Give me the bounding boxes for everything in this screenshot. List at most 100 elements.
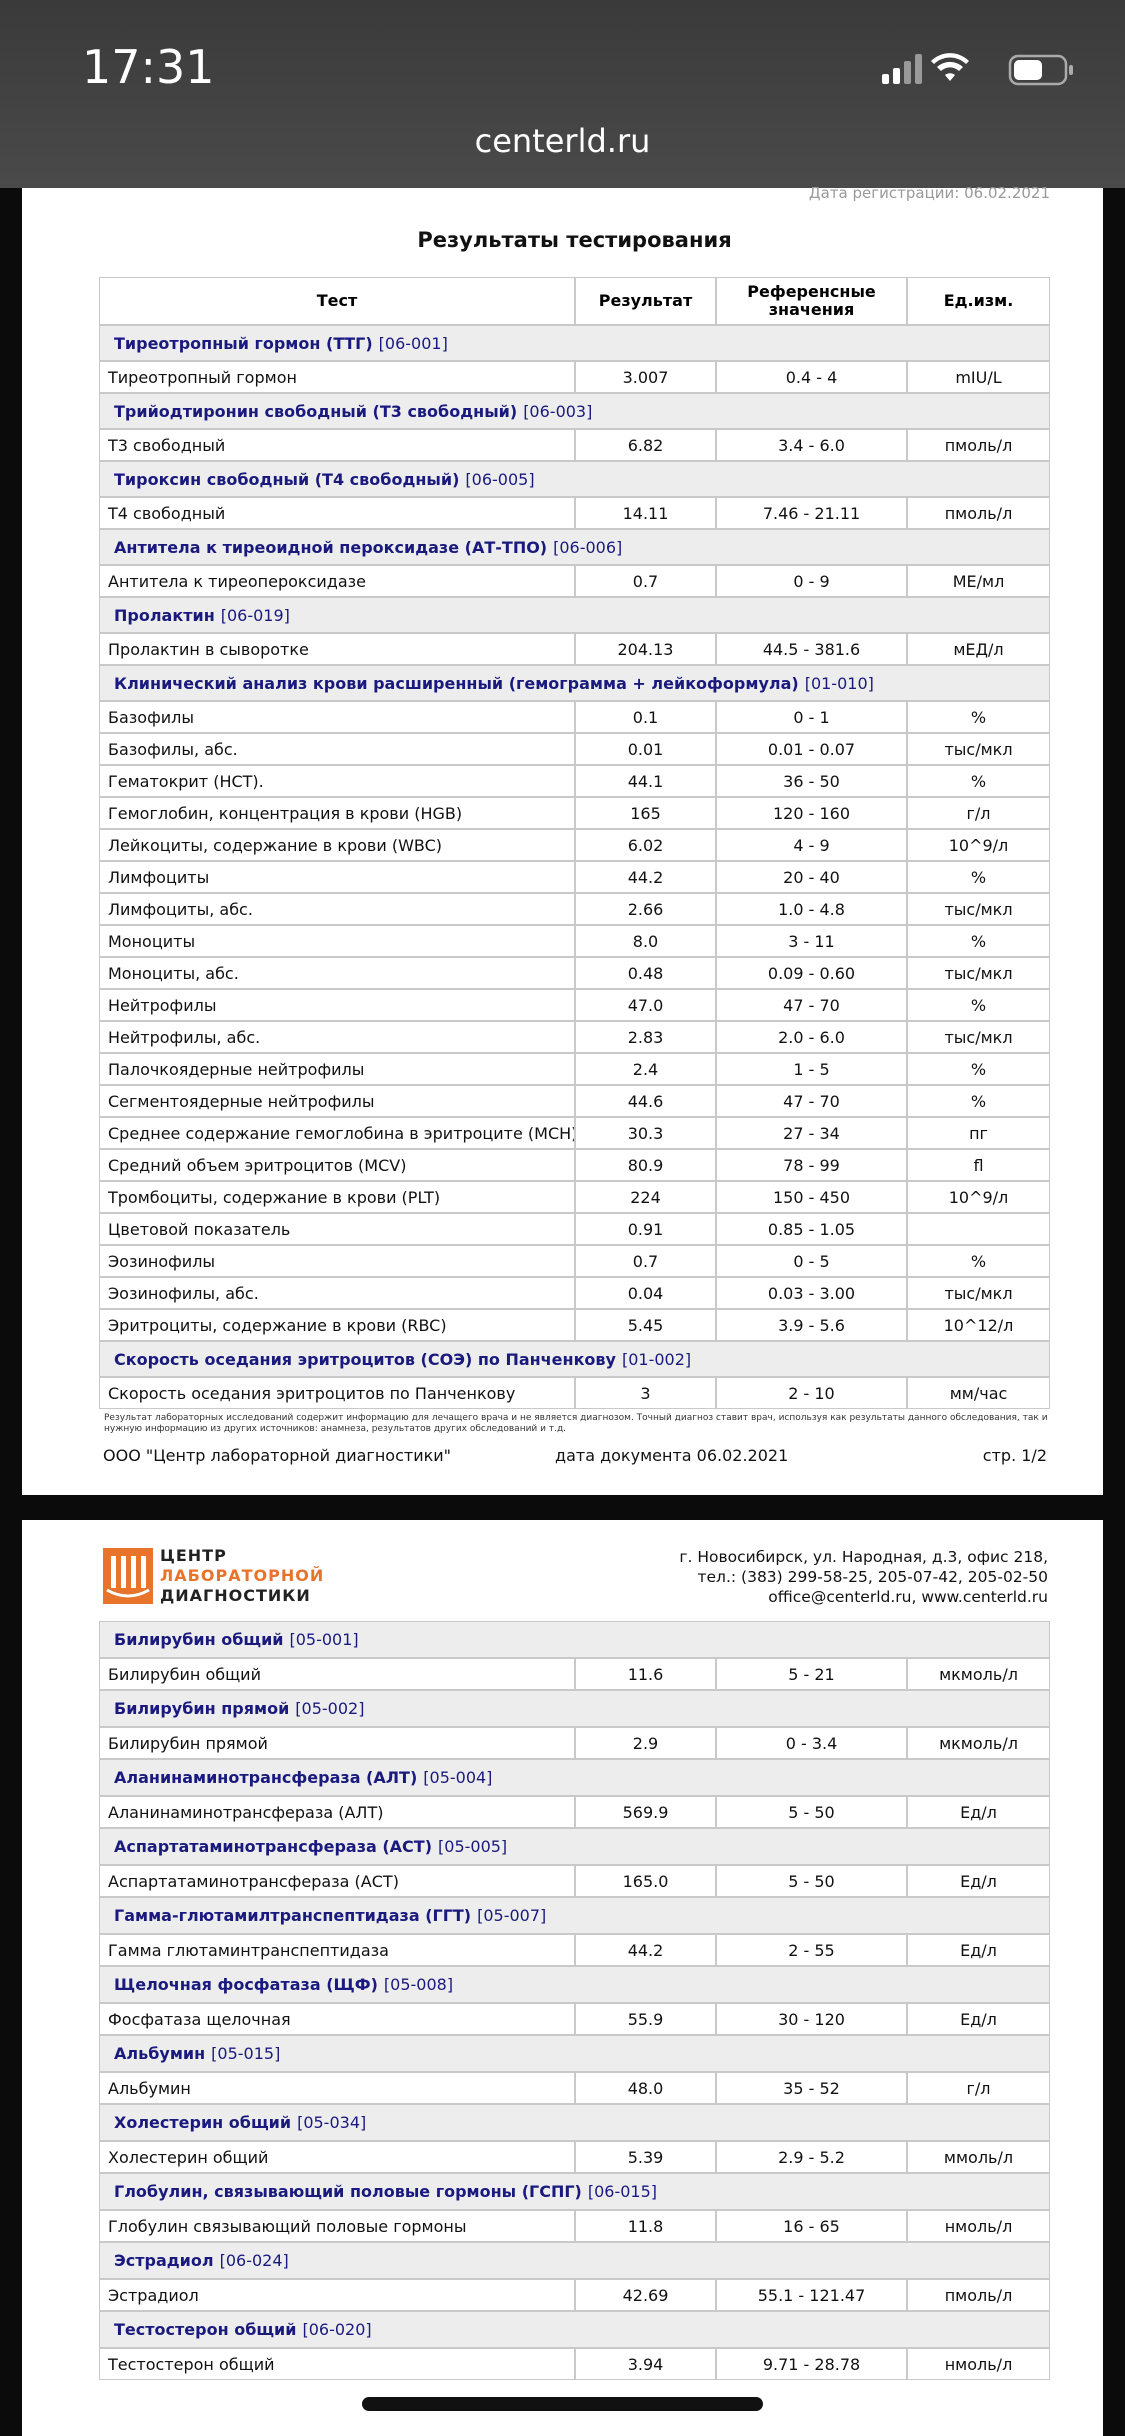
unit: Ед/л [907, 2003, 1050, 2035]
group-name: Антитела к тиреоидной пероксидазе (АТ-ТП… [114, 537, 548, 557]
status-time: 17:31 [82, 40, 215, 94]
result: 2.66 [575, 893, 716, 925]
result: 0.48 [575, 957, 716, 989]
reference: 2.9 - 5.2 [716, 2141, 907, 2173]
group-code: [05-002] [295, 1699, 365, 1718]
unit: тыс/мкл [907, 893, 1050, 925]
unit: Ед/л [907, 1934, 1050, 1966]
group-code: [06-020] [302, 2320, 372, 2339]
logo-line: ДИАГНОСТИКИ [160, 1586, 311, 1605]
test-name: Альбумин [99, 2072, 575, 2104]
group-name: Аланинаминотрансфераза (АЛТ) [114, 1768, 418, 1787]
group-header: Пролактин [06-019] [99, 597, 1050, 633]
result: 2.4 [575, 1053, 716, 1085]
test-name: Гематокрит (HCT). [99, 765, 575, 797]
result: 0.7 [575, 1245, 716, 1277]
group-name: Гамма-глютамилтранспептидаза (ГГТ) [114, 1906, 472, 1925]
group-header: Тестостерон общий [06-020] [99, 2311, 1050, 2348]
test-name: Сегментоядерные нейтрофилы [99, 1085, 575, 1117]
result: 55.9 [575, 2003, 716, 2035]
test-name: Пролактин в сыворотке [99, 633, 575, 665]
unit: % [907, 989, 1050, 1021]
address-line: г. Новосибирск, ул. Народная, д.3, офис … [679, 1548, 1048, 1566]
group-code: [05-008] [383, 1975, 454, 1994]
test-name: Билирубин прямой [99, 1727, 575, 1759]
reference: 35 - 52 [716, 2072, 907, 2104]
group-name: Глобулин, связывающий половые гормоны (Г… [114, 2182, 582, 2201]
unit: 10^9/л [907, 1181, 1050, 1213]
unit: Ед/л [907, 1865, 1050, 1897]
reference: 78 - 99 [716, 1149, 907, 1181]
result: 42.69 [575, 2279, 716, 2311]
result: 3.007 [575, 361, 716, 393]
footer-date: дата документа 06.02.2021 [555, 1446, 789, 1465]
unit: тыс/мкл [907, 733, 1050, 765]
url[interactable]: centerld.ru [474, 122, 651, 160]
result: 44.2 [575, 1934, 716, 1966]
group-name: Эстрадиол [114, 2251, 214, 2270]
test-name: Скорость оседания эритроцитов по Панченк… [99, 1377, 575, 1409]
unit: % [907, 1053, 1050, 1085]
result: 11.8 [575, 2210, 716, 2242]
test-name: Базофилы, абс. [99, 733, 575, 765]
reference: 3.9 - 5.6 [716, 1309, 907, 1341]
test-name: Средний объем эритроцитов (MCV) [99, 1149, 575, 1181]
title: Результаты тестирования [417, 228, 732, 252]
test-name: Билирубин общий [99, 1658, 575, 1690]
unit: г/л [907, 2072, 1050, 2104]
unit: пг [907, 1117, 1050, 1149]
reference: 47 - 70 [716, 989, 907, 1021]
unit: % [907, 765, 1050, 797]
group-name: Трийодтиронин свободный (Т3 свободный) [114, 401, 518, 421]
unit: г/л [907, 797, 1050, 829]
unit: Ед/л [907, 1796, 1050, 1828]
reference: 0 - 5 [716, 1245, 907, 1277]
group-name: Билирубин прямой [114, 1699, 290, 1718]
test-name: Тиреотропный гормон [99, 361, 575, 393]
reference: 0 - 3.4 [716, 1727, 907, 1759]
result: 3 [575, 1377, 716, 1409]
reference: 1.0 - 4.8 [716, 893, 907, 925]
column-header: Референсные значения [716, 277, 907, 325]
result: 11.6 [575, 1658, 716, 1690]
group-name: Тиреотропный гормон (ТТГ) [114, 333, 373, 353]
test-name: Нейтрофилы [99, 989, 575, 1021]
group-name: Клинический анализ крови расширенный (ге… [114, 673, 799, 693]
reference: 20 - 40 [716, 861, 907, 893]
result: 0.1 [575, 701, 716, 733]
unit: % [907, 861, 1050, 893]
test-name: Эозинофилы [99, 1245, 575, 1277]
group-header: Аспартатаминотрансфераза (АСТ) [05-005] [99, 1828, 1050, 1865]
result: 44.2 [575, 861, 716, 893]
status-icons [882, 53, 1073, 86]
reference: 2 - 10 [716, 1377, 907, 1409]
group-header: Билирубин прямой [05-002] [99, 1690, 1050, 1727]
result: 48.0 [575, 2072, 716, 2104]
result: 8.0 [575, 925, 716, 957]
registration-date: Дата регистрации: 06.02.2021 [808, 184, 1050, 202]
unit: тыс/мкл [907, 1277, 1050, 1309]
result: 3.94 [575, 2348, 716, 2380]
result: 6.02 [575, 829, 716, 861]
result: 30.3 [575, 1117, 716, 1149]
reference: 4 - 9 [716, 829, 907, 861]
home-indicator[interactable] [362, 2397, 763, 2411]
unit: % [907, 701, 1050, 733]
reference: 150 - 450 [716, 1181, 907, 1213]
logo-line: ЦЕНТР [160, 1546, 227, 1565]
unit: тыс/мкл [907, 957, 1050, 989]
test-name: Фосфатаза щелочная [99, 2003, 575, 2035]
group-name: Тестостерон общий [114, 2320, 297, 2339]
group-code: [06-024] [219, 2251, 289, 2270]
group-header: Билирубин общий [05-001] [99, 1621, 1050, 1658]
test-name: Аланинаминотрансфераза (АЛТ) [99, 1796, 575, 1828]
reference: 0.4 - 4 [716, 361, 907, 393]
reference: 0 - 9 [716, 565, 907, 597]
reference: 2.0 - 6.0 [716, 1021, 907, 1053]
reference: 44.5 - 381.6 [716, 633, 907, 665]
unit: fl [907, 1149, 1050, 1181]
result: 165.0 [575, 1865, 716, 1897]
group-header: Глобулин, связывающий половые гормоны (Г… [99, 2173, 1050, 2210]
group-code: [05-001] [289, 1630, 359, 1649]
reference: 47 - 70 [716, 1085, 907, 1117]
